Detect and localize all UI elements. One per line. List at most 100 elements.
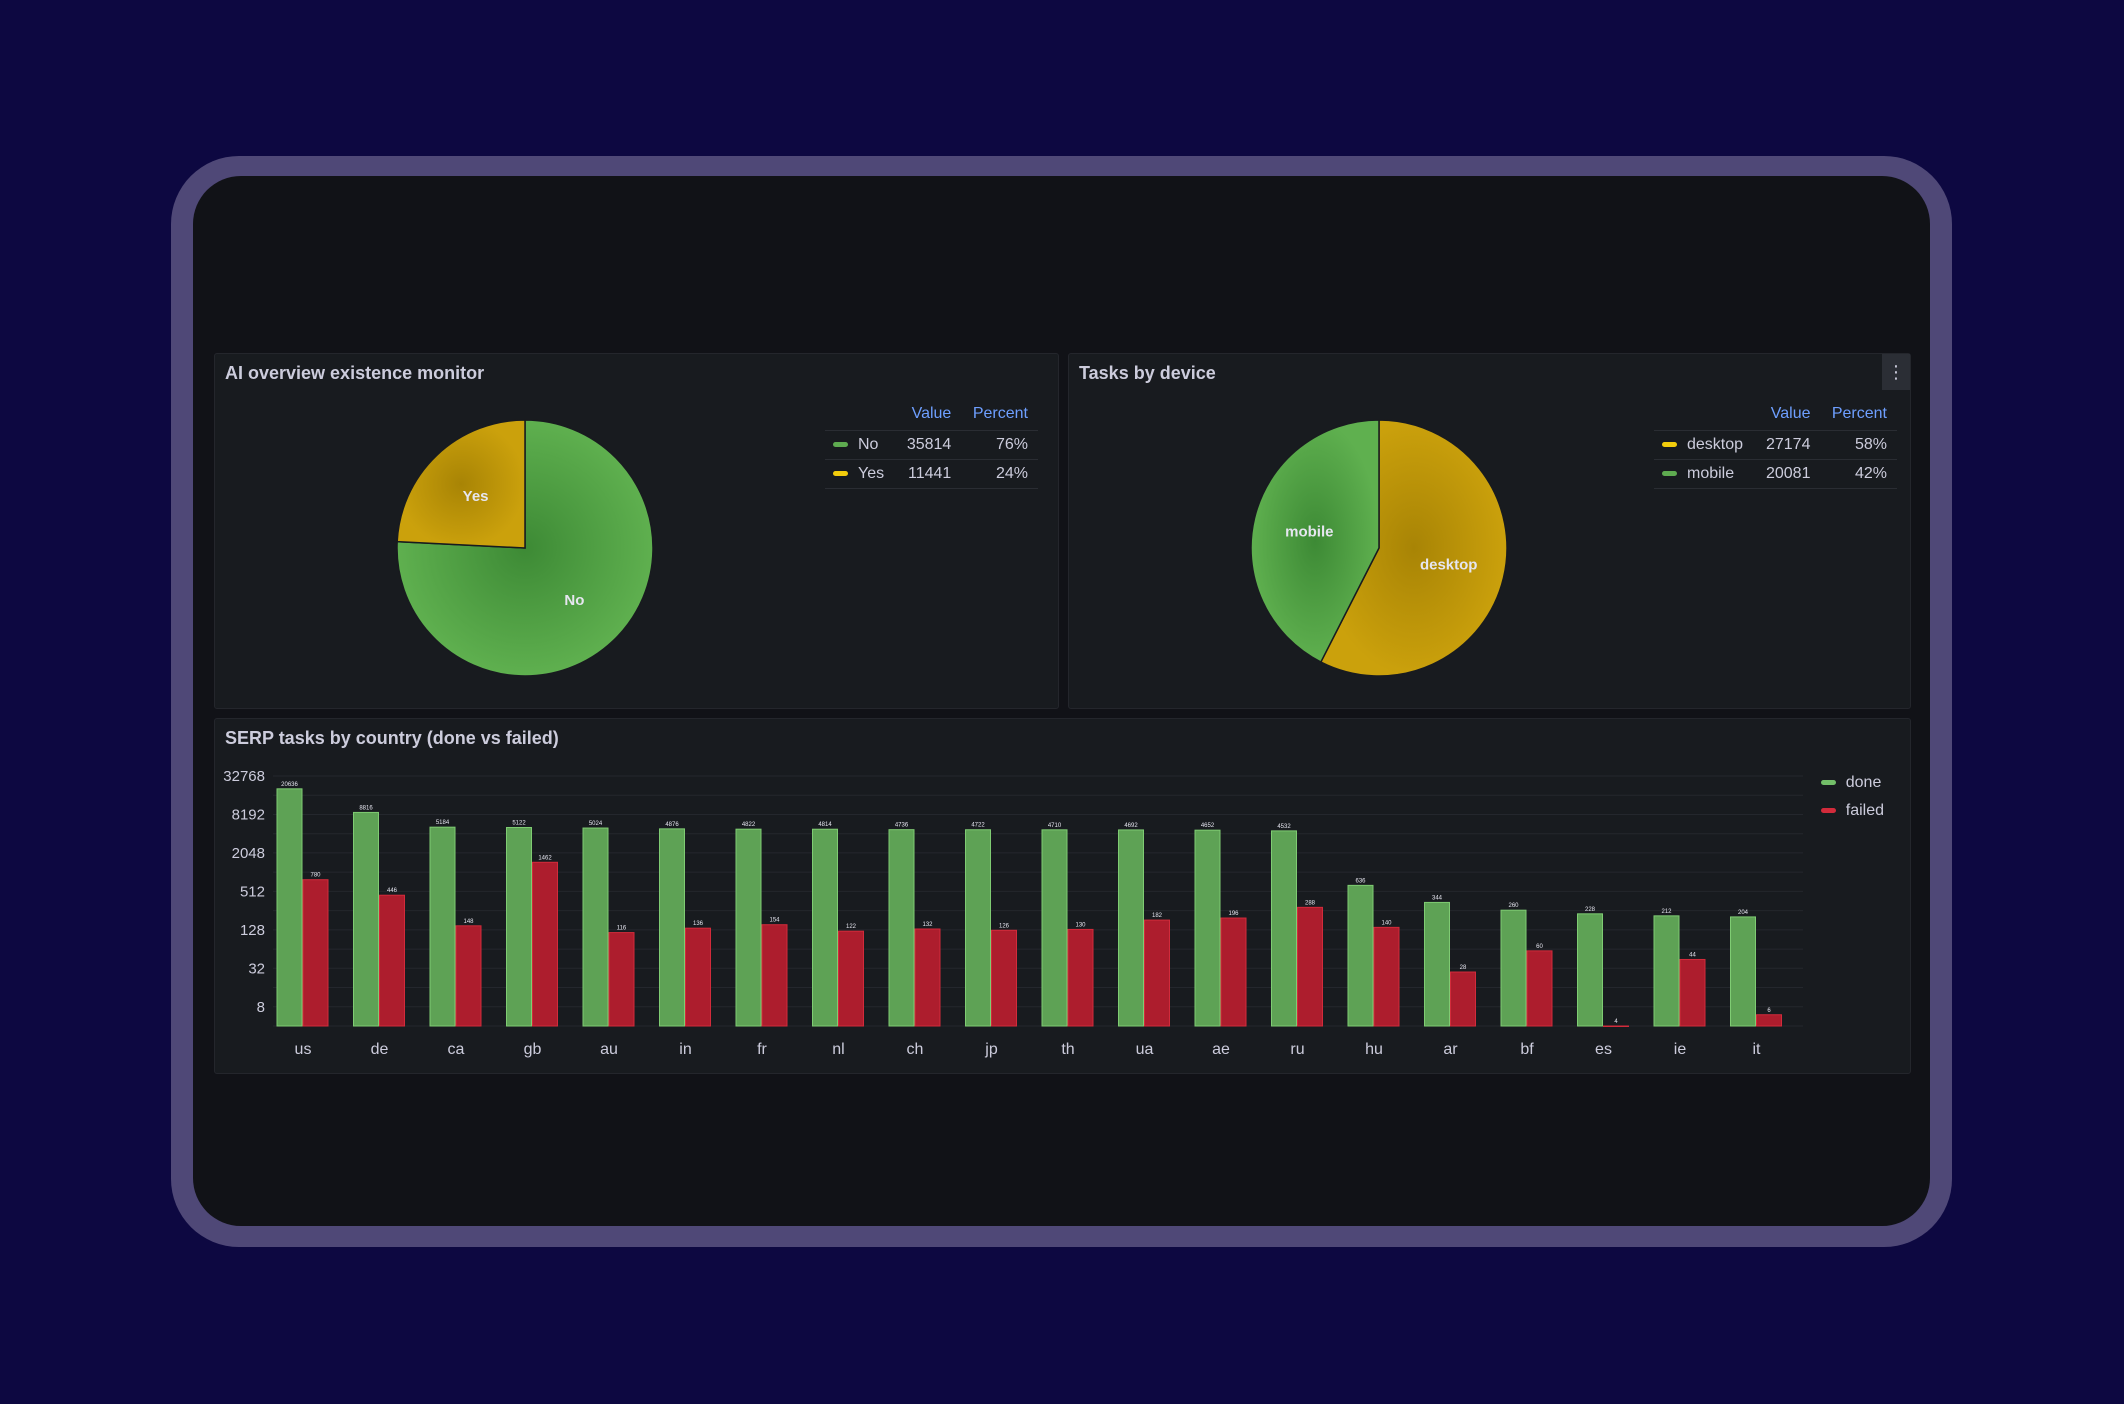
bar-value-label: 212 — [1661, 909, 1672, 915]
bar-failed-ca[interactable] — [455, 925, 482, 1027]
pie-slice-yes[interactable] — [396, 419, 526, 549]
ai-overview-pie-chart: No Yes — [396, 419, 654, 677]
legend-row[interactable]: desktop 27174 58% — [1654, 430, 1897, 460]
bar-done-ae[interactable] — [1194, 829, 1221, 1027]
bar-value-label: 4722 — [971, 823, 985, 829]
x-tick-label: fr — [757, 1041, 767, 1058]
bar-value-label: 260 — [1508, 903, 1519, 909]
legend-row[interactable]: No 35814 76% — [825, 430, 1038, 460]
bar-failed-ar[interactable] — [1450, 971, 1476, 1027]
panel-title: SERP tasks by country (done vs failed) — [225, 728, 559, 748]
panel-title: Tasks by device — [1079, 363, 1216, 383]
bar-done-fr[interactable] — [735, 828, 762, 1027]
x-tick-label: nl — [832, 1041, 844, 1058]
device-frame: AI overview existence monitor No Yes Valu… — [171, 156, 1952, 1247]
bar-done-in[interactable] — [659, 828, 685, 1027]
x-tick-label: ca — [448, 1041, 465, 1058]
bar-done-it[interactable] — [1730, 916, 1756, 1027]
bar-value-label: 446 — [387, 888, 398, 894]
legend-percent: 76% — [961, 430, 1038, 460]
bar-done-ch[interactable] — [888, 829, 915, 1027]
bar-done-gb[interactable] — [506, 826, 532, 1027]
bar-failed-ru[interactable] — [1297, 906, 1323, 1027]
bar-done-au[interactable] — [582, 827, 609, 1027]
y-tick-label: 128 — [240, 922, 265, 939]
pie-slice-desktop[interactable] — [1319, 419, 1508, 677]
bar-failed-es[interactable] — [1603, 1025, 1629, 1027]
y-tick-label: 8192 — [232, 806, 265, 823]
bar-done-th[interactable] — [1041, 829, 1068, 1027]
legend-item-done[interactable]: done — [1820, 769, 1884, 797]
legend-row[interactable]: Yes 11441 24% — [825, 459, 1038, 489]
bar-failed-ie[interactable] — [1679, 958, 1706, 1027]
bar-done-us[interactable] — [276, 788, 303, 1027]
percent-header[interactable]: Percent — [972, 405, 1028, 422]
bar-done-nl[interactable] — [812, 828, 838, 1027]
panel-title: AI overview existence monitor — [225, 363, 485, 383]
y-tick-label: 32768 — [223, 768, 265, 785]
bar-value-label: 5122 — [512, 820, 526, 826]
bar-value-label: 116 — [617, 926, 627, 932]
bar-failed-ae[interactable] — [1220, 917, 1247, 1027]
bar-failed-hu[interactable] — [1373, 926, 1400, 1027]
x-tick-label: ie — [1674, 1041, 1687, 1058]
legend-row[interactable]: mobile 20081 42% — [1654, 459, 1897, 489]
percent-header[interactable]: Percent — [1831, 405, 1887, 422]
bar-failed-fr[interactable] — [761, 924, 788, 1027]
value-header[interactable]: Value — [911, 405, 952, 422]
panel-menu-button[interactable]: ⋮ — [1882, 354, 1910, 390]
bar-value-label: 136 — [693, 921, 704, 927]
bar-failed-au[interactable] — [608, 932, 635, 1027]
bar-failed-in[interactable] — [685, 927, 711, 1027]
bar-failed-de[interactable] — [379, 894, 405, 1027]
bar-failed-nl[interactable] — [838, 930, 864, 1027]
bar-failed-gb[interactable] — [532, 861, 558, 1027]
pie-slice-no[interactable] — [396, 419, 654, 677]
bar-failed-it[interactable] — [1756, 1014, 1782, 1027]
legend-label: done — [1845, 774, 1882, 791]
x-tick-label: ar — [1443, 1041, 1458, 1058]
bar-value-label: 140 — [1381, 920, 1392, 926]
bar-done-ru[interactable] — [1271, 830, 1297, 1027]
pie-slice-label: desktop — [1420, 557, 1478, 574]
bar-value-label: 1462 — [538, 855, 552, 861]
bar-done-ar[interactable] — [1424, 901, 1450, 1027]
bar-failed-us[interactable] — [302, 879, 329, 1027]
bar-value-label: 4 — [1614, 1019, 1618, 1025]
bar-done-ie[interactable] — [1653, 915, 1680, 1027]
legend-item-failed[interactable]: failed — [1820, 797, 1884, 825]
bar-failed-ua[interactable] — [1144, 919, 1170, 1027]
bar-done-es[interactable] — [1577, 913, 1603, 1027]
legend-percent: 42% — [1820, 459, 1897, 489]
pie-slice-mobile[interactable] — [1250, 419, 1380, 664]
bar-failed-ch[interactable] — [914, 928, 941, 1027]
bar-done-bf[interactable] — [1500, 909, 1527, 1027]
bar-done-jp[interactable] — [965, 829, 991, 1027]
bar-value-label: 4736 — [895, 823, 909, 829]
bar-failed-jp[interactable] — [991, 929, 1017, 1027]
bar-done-de[interactable] — [353, 811, 379, 1027]
legend-swatch — [1820, 808, 1836, 814]
legend-swatch — [1820, 780, 1836, 786]
x-tick-label: gb — [524, 1041, 542, 1058]
y-tick-label: 8 — [257, 999, 265, 1016]
x-tick-label: ae — [1212, 1041, 1230, 1058]
bar-done-ca[interactable] — [429, 826, 456, 1027]
bar-failed-bf[interactable] — [1526, 950, 1553, 1027]
x-tick-label: in — [679, 1041, 691, 1058]
value-header[interactable]: Value — [1770, 405, 1811, 422]
x-tick-label: bf — [1520, 1041, 1534, 1058]
bar-value-label: 4710 — [1048, 823, 1062, 829]
x-tick-label: hu — [1365, 1041, 1383, 1058]
bar-done-ua[interactable] — [1118, 829, 1144, 1027]
x-tick-label: de — [371, 1041, 389, 1058]
serp-tasks-panel: 8 32 128 512 2048 8192 32768 20636 780 us 8816 446 d… — [214, 718, 1911, 1074]
y-tick-label: 512 — [240, 883, 265, 900]
x-tick-label: jp — [984, 1041, 998, 1058]
bar-done-hu[interactable] — [1347, 884, 1374, 1027]
y-tick-label: 32 — [248, 960, 265, 977]
x-tick-label: es — [1595, 1041, 1612, 1058]
bar-failed-th[interactable] — [1067, 928, 1094, 1027]
legend-label: failed — [1845, 802, 1884, 819]
bar-value-label: 154 — [769, 918, 780, 924]
